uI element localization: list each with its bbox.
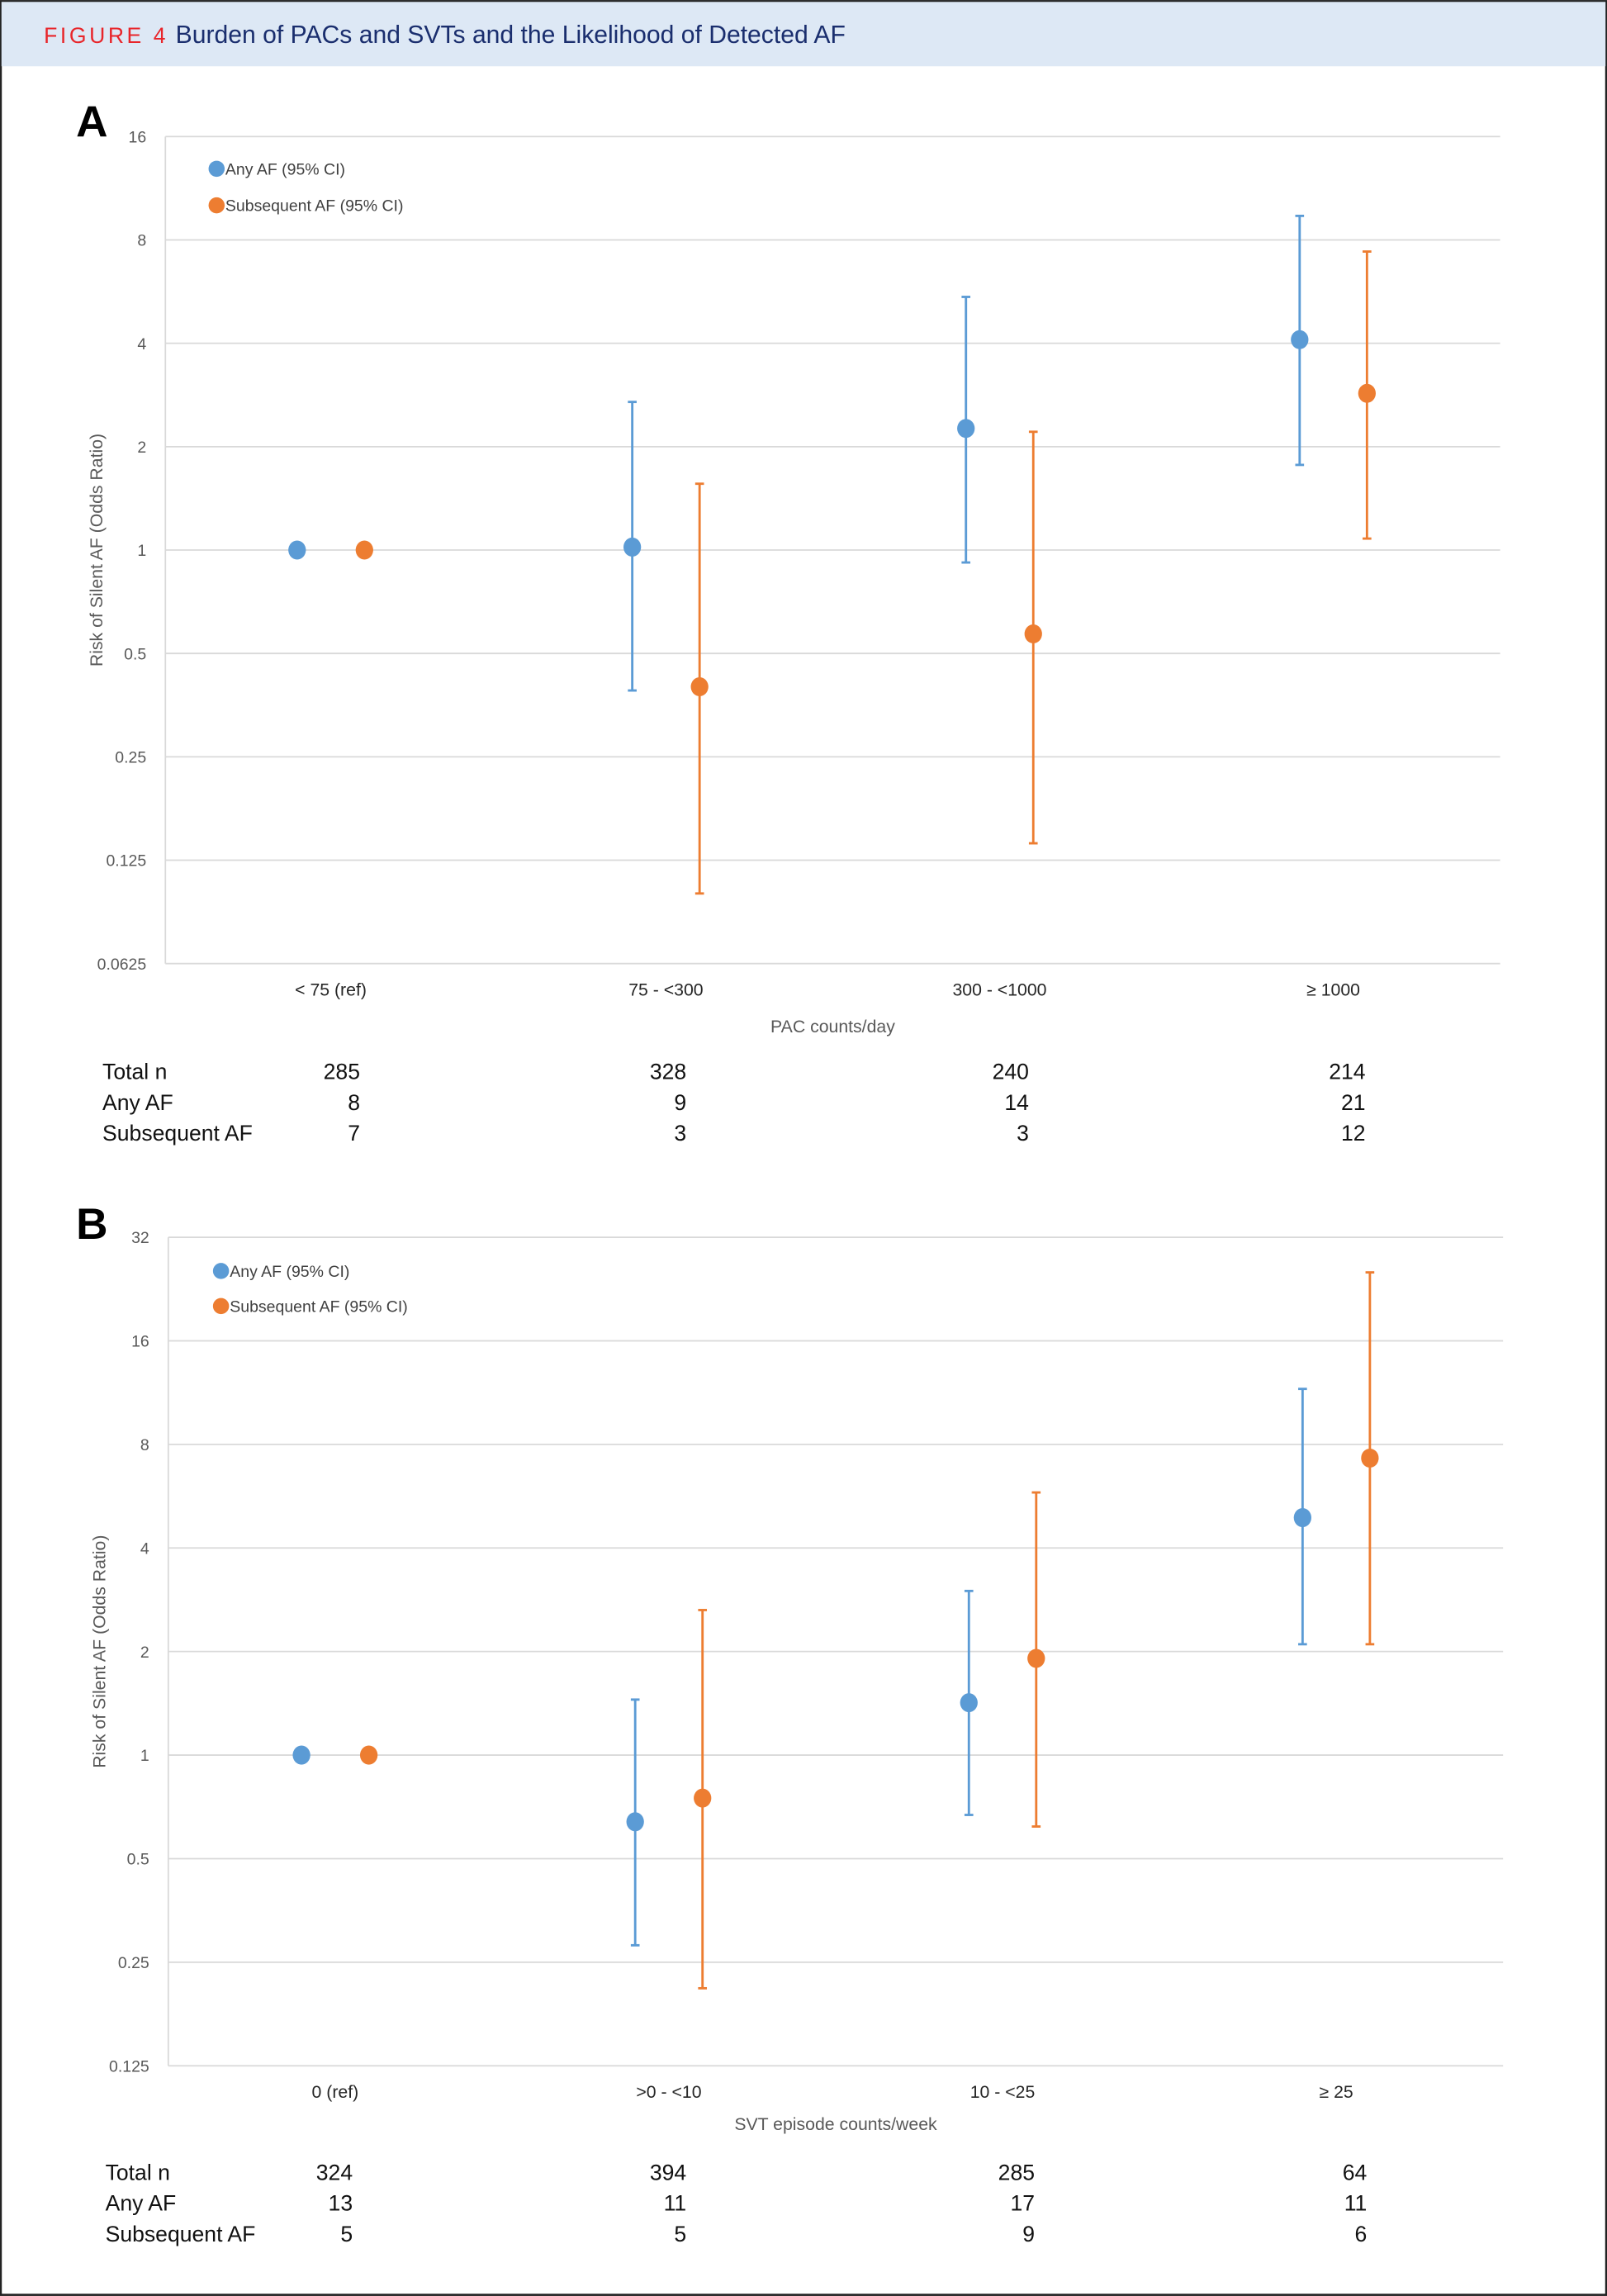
table-row-label: Total n	[106, 2160, 170, 2185]
table-cell: 3	[1017, 1121, 1029, 1146]
table-cell: 14	[1004, 1090, 1029, 1115]
table-cell: 240	[993, 1060, 1029, 1084]
header-band	[1, 2, 1606, 67]
y-tick-label: 0.25	[115, 748, 146, 766]
data-point	[623, 537, 642, 557]
y-tick-label: 0.25	[118, 1954, 149, 1972]
legend-label: Any AF (95% CI)	[225, 160, 345, 178]
x-tick-label: ≥ 1000	[1306, 980, 1360, 1000]
table-cell: 64	[1343, 2160, 1368, 2185]
x-tick-label: 0 (ref)	[312, 2082, 359, 2102]
x-tick-label: >0 - <10	[636, 2082, 701, 2102]
panel-label: A	[76, 97, 107, 146]
figure-title: Burden of PACs and SVTs and the Likeliho…	[176, 21, 846, 49]
table-cell: 8	[348, 1090, 360, 1115]
legend-marker	[212, 1297, 230, 1315]
x-tick-label: ≥ 25	[1320, 2082, 1353, 2102]
legend-label: Subsequent AF (95% CI)	[230, 1297, 408, 1316]
y-tick-label: 0.125	[109, 2057, 149, 2075]
table-cell: 7	[348, 1121, 360, 1146]
y-tick-label: 1	[137, 542, 146, 560]
y-tick-label: 8	[137, 232, 146, 250]
legend-marker	[208, 160, 225, 178]
y-tick-label: 0.0625	[97, 956, 147, 974]
table-row-label: Subsequent AF	[102, 1121, 253, 1146]
table-cell: 13	[329, 2191, 353, 2216]
table-cell: 285	[998, 2160, 1035, 2185]
table-cell: 9	[1022, 2222, 1035, 2246]
data-point	[1024, 624, 1042, 644]
y-tick-label: 16	[131, 1333, 149, 1351]
data-point	[957, 419, 975, 439]
table-row-label: Total n	[102, 1060, 167, 1084]
y-tick-label: 2	[137, 439, 146, 457]
y-tick-label: 2	[140, 1644, 149, 1662]
table-cell: 5	[674, 2222, 686, 2246]
table-cell: 11	[664, 2191, 687, 2216]
table-row-label: Any AF	[102, 1090, 173, 1115]
table-cell: 285	[324, 1060, 360, 1084]
y-axis-label: Risk of Silent AF (Odds Ratio)	[90, 1535, 110, 1768]
y-tick-label: 0.5	[127, 1851, 149, 1869]
table-cell: 328	[650, 1060, 686, 1084]
table-cell: 17	[1010, 2191, 1035, 2216]
y-tick-label: 32	[131, 1229, 149, 1247]
data-point	[292, 1745, 310, 1765]
data-point	[1027, 1648, 1045, 1668]
table-cell: 214	[1329, 1060, 1365, 1084]
table-cell: 5	[340, 2222, 353, 2246]
y-tick-label: 4	[137, 335, 146, 353]
legend-label: Subsequent AF (95% CI)	[225, 197, 404, 216]
legend-label: Any AF (95% CI)	[230, 1263, 349, 1281]
table-cell: 11	[1344, 2191, 1368, 2216]
y-tick-label: 16	[129, 128, 147, 146]
table-cell: 9	[674, 1090, 686, 1115]
data-point	[690, 676, 709, 696]
table-cell: 6	[1355, 2222, 1368, 2246]
data-point	[626, 1812, 644, 1832]
data-point	[960, 1693, 978, 1713]
data-point	[694, 1788, 712, 1808]
panel-b: B 32 16 8 4 2 1 0.5 0.25 0.125 Risk of Silent AF (…	[76, 1200, 1504, 2246]
y-tick-label: 4	[140, 1539, 149, 1558]
y-tick-label: 1	[140, 1747, 149, 1765]
y-tick-label: 0.125	[106, 852, 146, 870]
data-point	[1358, 383, 1376, 403]
data-point	[1291, 330, 1309, 349]
y-axis-label: Risk of Silent AF (Odds Ratio)	[87, 434, 107, 667]
y-tick-label: 0.5	[124, 645, 146, 663]
data-point	[1361, 1448, 1379, 1468]
panel-label: B	[76, 1200, 107, 1249]
table-cell: 12	[1341, 1121, 1366, 1146]
figure-label: FIGURE 4	[44, 23, 168, 48]
table-cell: 324	[316, 2160, 353, 2185]
x-tick-label: 10 - <25	[970, 2082, 1036, 2102]
data-point	[359, 1745, 378, 1765]
x-axis-label: SVT episode counts/week	[734, 2114, 937, 2134]
table-cell: 3	[674, 1121, 686, 1146]
table-cell: 21	[1341, 1090, 1366, 1115]
table-row-label: Subsequent AF	[106, 2222, 256, 2246]
x-tick-label: 75 - <300	[628, 980, 703, 1000]
x-tick-label: 300 - <1000	[952, 980, 1046, 1000]
data-point	[355, 540, 373, 560]
data-point	[1293, 1508, 1311, 1528]
data-point	[288, 540, 306, 560]
legend-marker	[208, 197, 225, 214]
y-tick-label: 8	[140, 1436, 149, 1454]
legend-marker	[212, 1263, 230, 1279]
table-row-label: Any AF	[106, 2191, 177, 2216]
x-axis-label: PAC counts/day	[770, 1017, 895, 1037]
table-cell: 394	[650, 2160, 686, 2185]
x-tick-label: < 75 (ref)	[295, 980, 367, 1000]
